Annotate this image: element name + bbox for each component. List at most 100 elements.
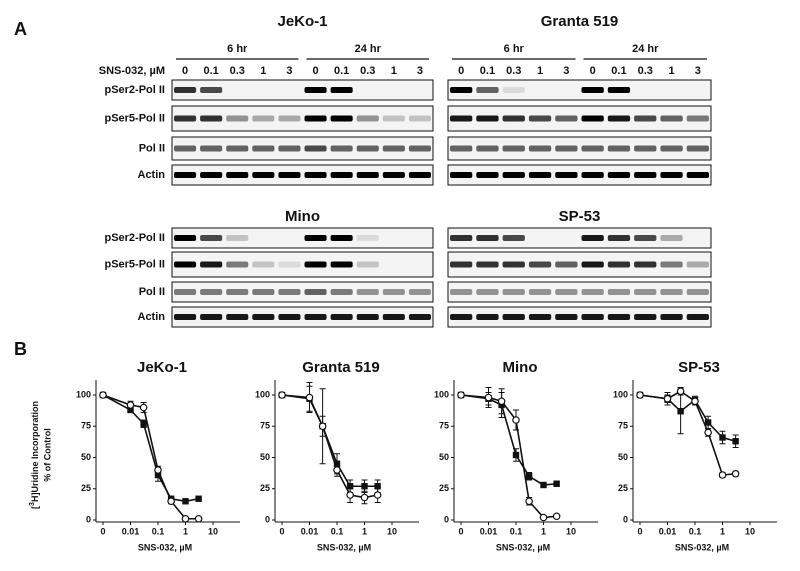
- fit-line: [281, 394, 378, 488]
- blot-band: [607, 115, 631, 122]
- blot-band: [356, 172, 379, 178]
- blot-band: [304, 314, 327, 320]
- blot-band: [356, 235, 379, 241]
- blot-band: [356, 289, 379, 295]
- blot-band: [330, 115, 353, 122]
- blot-band: [555, 314, 578, 320]
- dose-label: 3: [695, 65, 701, 77]
- x-tick-label: 10: [566, 526, 576, 536]
- x-tick-label: 10: [208, 526, 218, 536]
- y-tick-label: 50: [260, 452, 270, 462]
- blot-box: [447, 281, 712, 303]
- x-tick-label: 0.1: [510, 526, 523, 536]
- blot-band: [382, 289, 405, 295]
- x-axis-label: SNS-032, µM: [138, 542, 192, 552]
- x-tick-label: 0.01: [122, 526, 140, 536]
- dose-label: 1: [260, 65, 266, 77]
- dose-label: 0: [182, 65, 188, 77]
- blot-band: [226, 289, 249, 295]
- blot-box: [447, 227, 712, 249]
- blot-band: [660, 145, 683, 152]
- point: [167, 497, 175, 506]
- blot-band: [528, 314, 552, 320]
- y-axis-label-part: [: [30, 506, 40, 509]
- blot-band: [528, 261, 552, 268]
- blot-band: [226, 145, 249, 152]
- blot-band: [200, 115, 223, 122]
- blot-band: [660, 172, 683, 178]
- dose-label: 0.1: [334, 65, 349, 77]
- point: [346, 491, 354, 499]
- blot-band: [174, 172, 197, 178]
- x-tick-label: 10: [745, 526, 755, 536]
- blot-band: [278, 115, 301, 122]
- blot-band: [450, 289, 473, 295]
- blot-band: [356, 261, 379, 268]
- blot-title: JeKo-1: [277, 13, 327, 30]
- row-label: Pol II: [139, 142, 165, 154]
- blot-band: [330, 314, 353, 320]
- point: [127, 406, 134, 414]
- fit-line: [460, 394, 557, 519]
- x-axis-label: SNS-032, µM: [496, 542, 550, 552]
- y-tick-label: 50: [618, 452, 628, 462]
- x-tick-label: 0.1: [689, 526, 702, 536]
- point: [525, 497, 533, 506]
- blot-band: [200, 235, 223, 241]
- dose-label: 0: [312, 65, 318, 77]
- point: [732, 438, 739, 445]
- blot-band: [450, 314, 473, 320]
- blot-band: [408, 145, 431, 152]
- point: [99, 391, 107, 399]
- point: [539, 513, 548, 522]
- y-tick-label: 75: [260, 421, 270, 431]
- blot-band: [476, 314, 499, 320]
- blot-band: [581, 172, 604, 178]
- point: [318, 422, 327, 431]
- fit-line: [102, 394, 199, 503]
- x-tick-label: 1: [720, 526, 725, 536]
- y-tick-label: 25: [81, 483, 91, 493]
- blot-box: [171, 281, 434, 303]
- point: [677, 408, 684, 415]
- blot-band: [304, 289, 327, 295]
- blot-box: [171, 306, 434, 328]
- y-tick-label: 25: [439, 483, 449, 493]
- point: [553, 480, 560, 487]
- blot-band: [476, 235, 499, 241]
- blot-band: [450, 115, 473, 122]
- point: [140, 420, 147, 427]
- blot-band: [278, 289, 301, 295]
- blot-band: [660, 235, 683, 241]
- blot-box: [447, 136, 712, 161]
- blot-band: [660, 261, 683, 268]
- blot-title: Granta 519: [541, 13, 619, 30]
- fit-line: [460, 394, 557, 486]
- blot-band: [174, 314, 197, 320]
- dose-label: 3: [286, 65, 292, 77]
- blot-band: [555, 115, 578, 122]
- fit-line: [281, 394, 378, 499]
- blot-box: [171, 164, 434, 186]
- blot-band: [174, 87, 197, 93]
- blot-band: [502, 172, 525, 178]
- blot-band: [607, 87, 631, 93]
- blot-band: [581, 289, 604, 295]
- point: [718, 471, 727, 479]
- blot-band: [304, 261, 327, 268]
- dose-label: 0.3: [360, 65, 375, 77]
- x-tick-label: 0.01: [480, 526, 498, 536]
- blot-band: [200, 87, 223, 93]
- blot-box: [447, 79, 712, 101]
- point: [719, 434, 726, 441]
- y-tick-label: 0: [86, 514, 91, 524]
- y-axis-label-part: H]Uridine Incorporation: [30, 401, 40, 502]
- blot-band: [607, 145, 631, 152]
- x-tick-label: 1: [362, 526, 367, 536]
- blot-band: [660, 314, 683, 320]
- x-tick-label: 0: [279, 526, 284, 536]
- row-label: pSer5-Pol II: [104, 258, 165, 270]
- blot-band: [581, 145, 604, 152]
- blot-band: [634, 235, 657, 241]
- timepoint-label: 6 hr: [227, 43, 248, 55]
